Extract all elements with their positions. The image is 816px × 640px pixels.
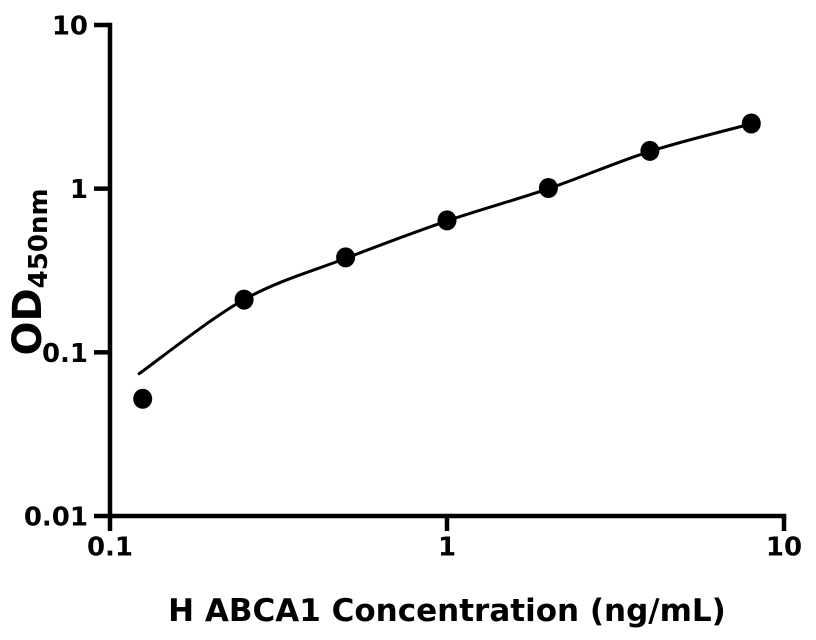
data-point [234,289,254,310]
y-tick-label: 0.1 [42,339,88,369]
y-tick-label: 10 [52,12,88,42]
data-point [640,140,660,161]
data-points-group [133,113,761,409]
fit-curve-line [137,122,753,376]
y-axis-label-subscript: 450nm [24,188,54,288]
data-point [741,113,761,134]
x-tick-label: 10 [766,533,802,563]
y-tick-label: 1 [70,175,88,205]
data-point [336,247,356,268]
x-tick-label: 1 [438,533,456,563]
y-axis-label: OD450nm [5,188,54,355]
x-tick-label: 0.1 [87,533,133,563]
data-point [437,210,457,231]
data-point [538,178,558,198]
data-point [133,388,153,409]
x-axis-title: H ABCA1 Concentration (ng/mL) [168,593,726,629]
axes [94,22,787,531]
y-axis-tick-labels: 10 1 0.1 0.01 [24,12,88,533]
y-tick-label: 0.01 [24,503,88,533]
x-axis-tick-labels: 0.1 1 10 [87,533,802,563]
y-axis-label-main: OD [5,288,51,355]
